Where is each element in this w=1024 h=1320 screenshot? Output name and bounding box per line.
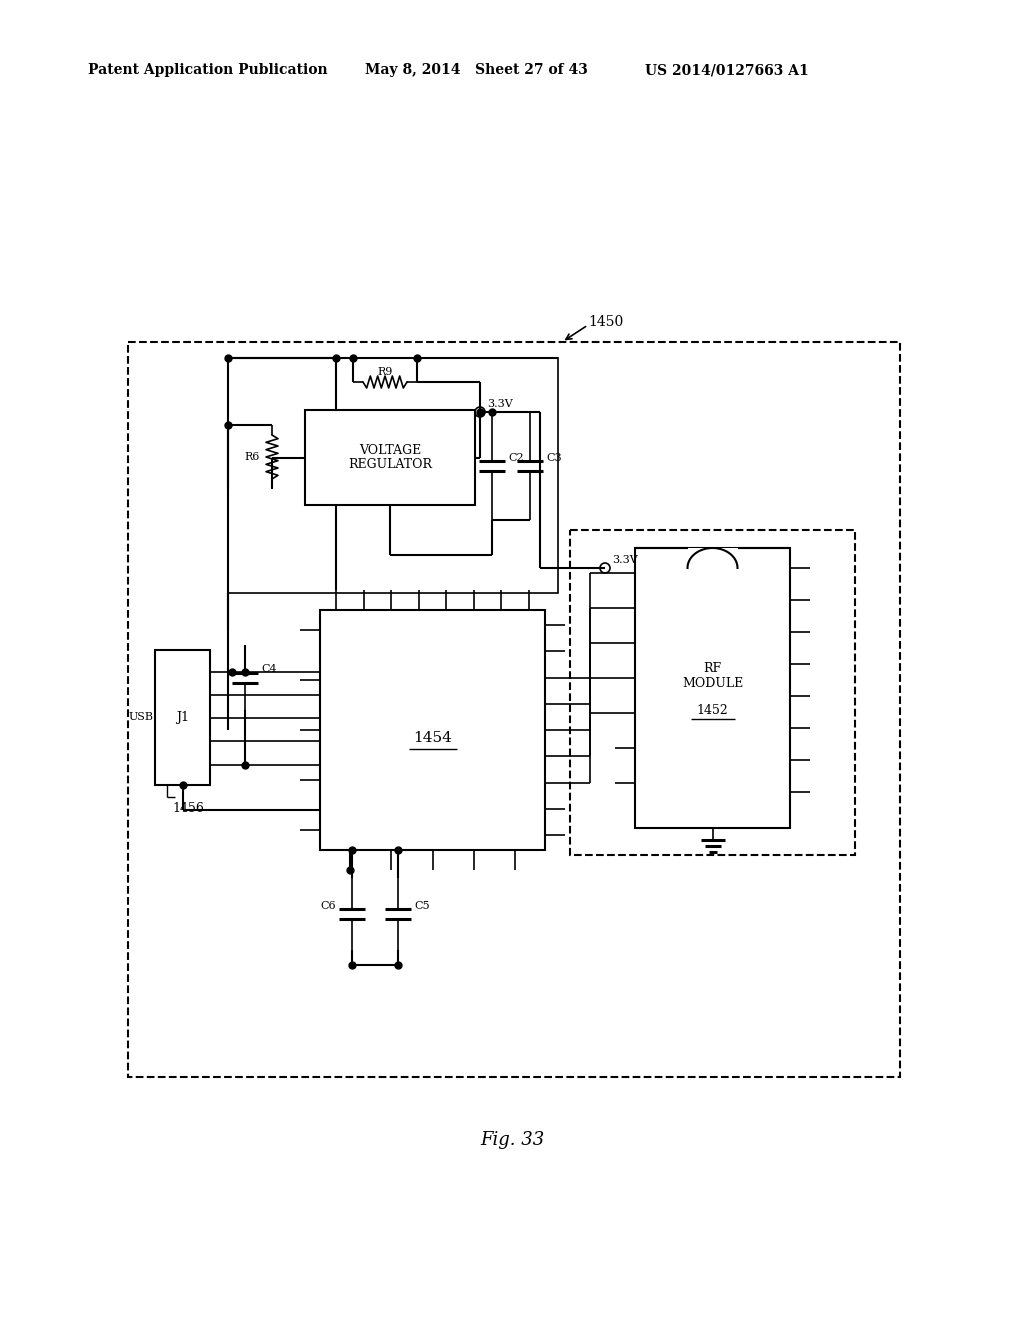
- Text: 3.3V: 3.3V: [487, 399, 513, 409]
- Text: USB: USB: [128, 713, 154, 722]
- Text: 1450: 1450: [588, 315, 624, 329]
- Text: May 8, 2014   Sheet 27 of 43: May 8, 2014 Sheet 27 of 43: [365, 63, 588, 77]
- Bar: [570, 531, 855, 855]
- Bar: [687, 548, 737, 568]
- Bar: [155, 649, 210, 785]
- Bar: [228, 358, 558, 593]
- Text: C2: C2: [508, 453, 523, 463]
- Bar: [635, 548, 790, 828]
- Bar: [128, 342, 900, 1077]
- Bar: [305, 411, 475, 506]
- Text: Fig. 33: Fig. 33: [480, 1131, 544, 1148]
- Text: US 2014/0127663 A1: US 2014/0127663 A1: [645, 63, 809, 77]
- Bar: [319, 610, 545, 850]
- Text: C6: C6: [321, 902, 336, 911]
- Text: RF
MODULE: RF MODULE: [682, 663, 743, 690]
- Text: J1: J1: [176, 711, 189, 723]
- Text: Patent Application Publication: Patent Application Publication: [88, 63, 328, 77]
- Text: 1452: 1452: [696, 704, 728, 717]
- Text: C5: C5: [414, 902, 430, 911]
- Text: R9: R9: [377, 367, 392, 378]
- Text: VOLTAGE
REGULATOR: VOLTAGE REGULATOR: [348, 444, 432, 471]
- Text: C4: C4: [261, 664, 276, 675]
- Text: C3: C3: [546, 453, 561, 463]
- Text: 1456: 1456: [172, 803, 205, 816]
- Text: R6: R6: [245, 451, 260, 462]
- Text: 1454: 1454: [413, 731, 452, 744]
- Text: 3.3V: 3.3V: [612, 554, 638, 565]
